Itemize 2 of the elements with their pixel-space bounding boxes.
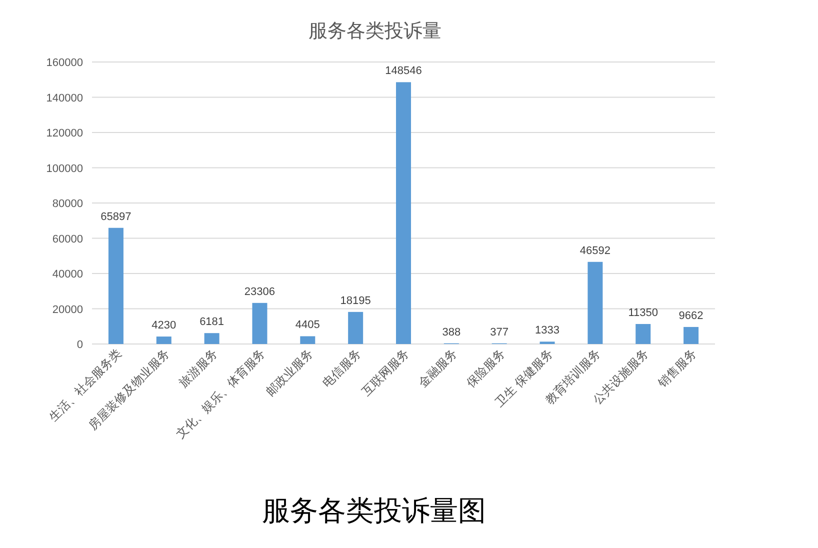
title: 服务各类投诉量	[308, 21, 442, 42]
caption: 服务各类投诉量图	[262, 496, 486, 527]
